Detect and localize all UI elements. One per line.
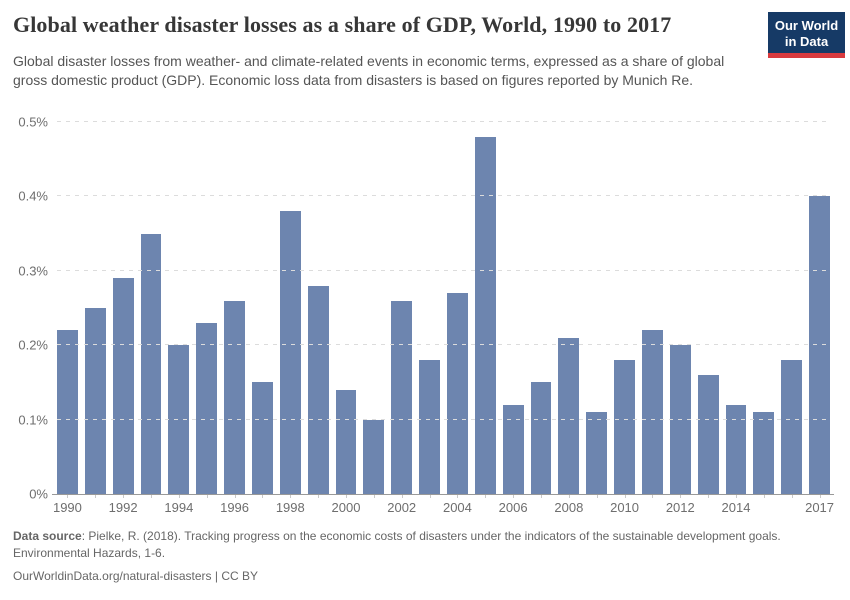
data-source-label: Data source [13, 529, 82, 543]
x-axis-label-1990: 1990 [52, 500, 82, 515]
chart-subtitle: Global disaster losses from weather- and… [13, 53, 725, 88]
x-axis-tick-2013 [708, 495, 710, 498]
bar-2001[interactable] [363, 419, 385, 494]
bar-1990[interactable] [57, 330, 78, 494]
x-axis-label-1994: 1994 [164, 500, 194, 515]
x-axis-tick-2011 [652, 495, 654, 498]
data-source-text: : Pielke, R. (2018). Tracking progress o… [13, 529, 781, 560]
owid-logo-accent-bar [768, 53, 845, 58]
bar-2000[interactable] [335, 389, 357, 494]
x-axis-tick-2014 [736, 495, 737, 498]
x-axis-tick-1996 [234, 495, 236, 498]
x-axis-tick-2005 [485, 495, 487, 498]
bar-2003[interactable] [419, 360, 441, 494]
x-axis-tick-1993 [151, 495, 152, 498]
x-axis-line [52, 494, 834, 495]
y-axis: 0% 0.1% 0.2% 0.3% 0.4% 0.5% [0, 115, 48, 502]
bar-1999[interactable] [307, 285, 329, 494]
x-axis-tick-2010 [624, 495, 626, 498]
bar-1997[interactable] [252, 382, 273, 494]
data-source-note: Data source: Pielke, R. (2018). Tracking… [13, 528, 845, 562]
gridline-0.1% [57, 418, 830, 420]
gridline-0.2% [57, 344, 830, 346]
bar-2008[interactable] [558, 337, 580, 494]
x-axis-tick-2016 [791, 495, 793, 498]
x-axis-label-2014: 2014 [721, 500, 751, 515]
bar-2005[interactable] [474, 136, 496, 494]
x-axis-label-2000: 2000 [331, 500, 361, 515]
bar-1993[interactable] [140, 233, 162, 494]
bar-2009[interactable] [586, 412, 608, 494]
x-axis-tick-2017 [819, 495, 821, 498]
x-axis-label-2010: 2010 [610, 500, 640, 515]
x-axis-tick-2006 [513, 495, 515, 498]
bar-1992[interactable] [112, 278, 134, 494]
bar-2002[interactable] [391, 300, 413, 494]
owid-logo: Our World in Data [768, 12, 845, 58]
x-axis-tick-1994 [178, 495, 180, 498]
bar-2007[interactable] [530, 382, 552, 494]
bar-2015[interactable] [753, 412, 775, 494]
footer-link: OurWorldinData.org/natural-disasters | C… [13, 569, 258, 583]
bar-2013[interactable] [697, 374, 719, 494]
bar-1998[interactable] [279, 211, 301, 494]
x-axis-tick-1997 [262, 495, 264, 498]
x-axis-tick-1992 [123, 495, 125, 498]
x-axis-tick-2003 [429, 495, 431, 498]
x-axis-label-2008: 2008 [554, 500, 584, 515]
y-axis-label-0.1%: 0.1% [18, 412, 48, 428]
x-axis-tick-2007 [541, 495, 542, 498]
page-title: Global weather disaster losses as a shar… [13, 12, 672, 37]
x-axis-label-2012: 2012 [665, 500, 695, 515]
x-axis-label-2004: 2004 [442, 500, 472, 515]
x-axis-label-1992: 1992 [108, 500, 138, 515]
bar-2014[interactable] [725, 404, 747, 494]
bar-2017[interactable] [809, 196, 831, 494]
x-axis-label-2006: 2006 [498, 500, 528, 515]
x-axis-label-2002: 2002 [387, 500, 417, 515]
y-axis-label-0.5%: 0.5% [18, 114, 48, 130]
bar-1996[interactable] [224, 300, 246, 494]
y-axis-label-0.4%: 0.4% [18, 188, 48, 204]
gridline-0.4% [57, 195, 830, 197]
x-axis-tick-2015 [763, 495, 765, 498]
y-axis-label-0.2%: 0.2% [18, 337, 48, 353]
x-axis-tick-2004 [457, 495, 459, 498]
x-axis-tick-1991 [95, 495, 97, 498]
x-axis-tick-2000 [346, 495, 347, 498]
bar-2011[interactable] [642, 330, 663, 494]
bar-2010[interactable] [614, 360, 636, 494]
x-axis-tick-2012 [680, 495, 682, 498]
bar-2006[interactable] [502, 404, 524, 494]
owid-logo-line-2: in Data [784, 34, 829, 49]
bar-2016[interactable] [781, 360, 803, 494]
x-axis-tick-1990 [67, 495, 69, 498]
x-axis-label-1996: 1996 [220, 500, 250, 515]
bar-chart: 0% 0.1% 0.2% 0.3% 0.4% 0.5% 1990 1992 1994 1996 1… [0, 110, 850, 520]
plot-area [52, 121, 834, 495]
chart-footer: Data source: Pielke, R. (2018). Tracking… [13, 528, 845, 585]
x-axis-tick-2002 [401, 495, 403, 498]
bar-2004[interactable] [447, 293, 468, 494]
owid-logo-line-1: Our World [774, 18, 839, 33]
x-axis-tick-2001 [373, 495, 375, 498]
y-axis-label-0.3%: 0.3% [18, 263, 48, 279]
x-axis-tick-2009 [596, 495, 598, 498]
x-axis: 1990 1992 1994 1996 1998 2000 2002 2004 2006 2008… [53, 495, 834, 520]
gridline-0.5% [57, 121, 830, 122]
gridline-0.3% [57, 269, 830, 271]
x-axis-label-1998: 1998 [275, 500, 305, 515]
bar-1991[interactable] [84, 308, 106, 494]
x-axis-tick-1999 [318, 495, 320, 498]
y-axis-label-0%: 0% [29, 486, 48, 502]
x-axis-tick-1995 [206, 495, 208, 498]
x-axis-tick-1998 [290, 495, 292, 498]
x-axis-tick-2008 [568, 495, 570, 498]
bar-1995[interactable] [196, 322, 218, 494]
x-axis-label-2017: 2017 [805, 500, 835, 515]
bars-container [57, 122, 831, 494]
